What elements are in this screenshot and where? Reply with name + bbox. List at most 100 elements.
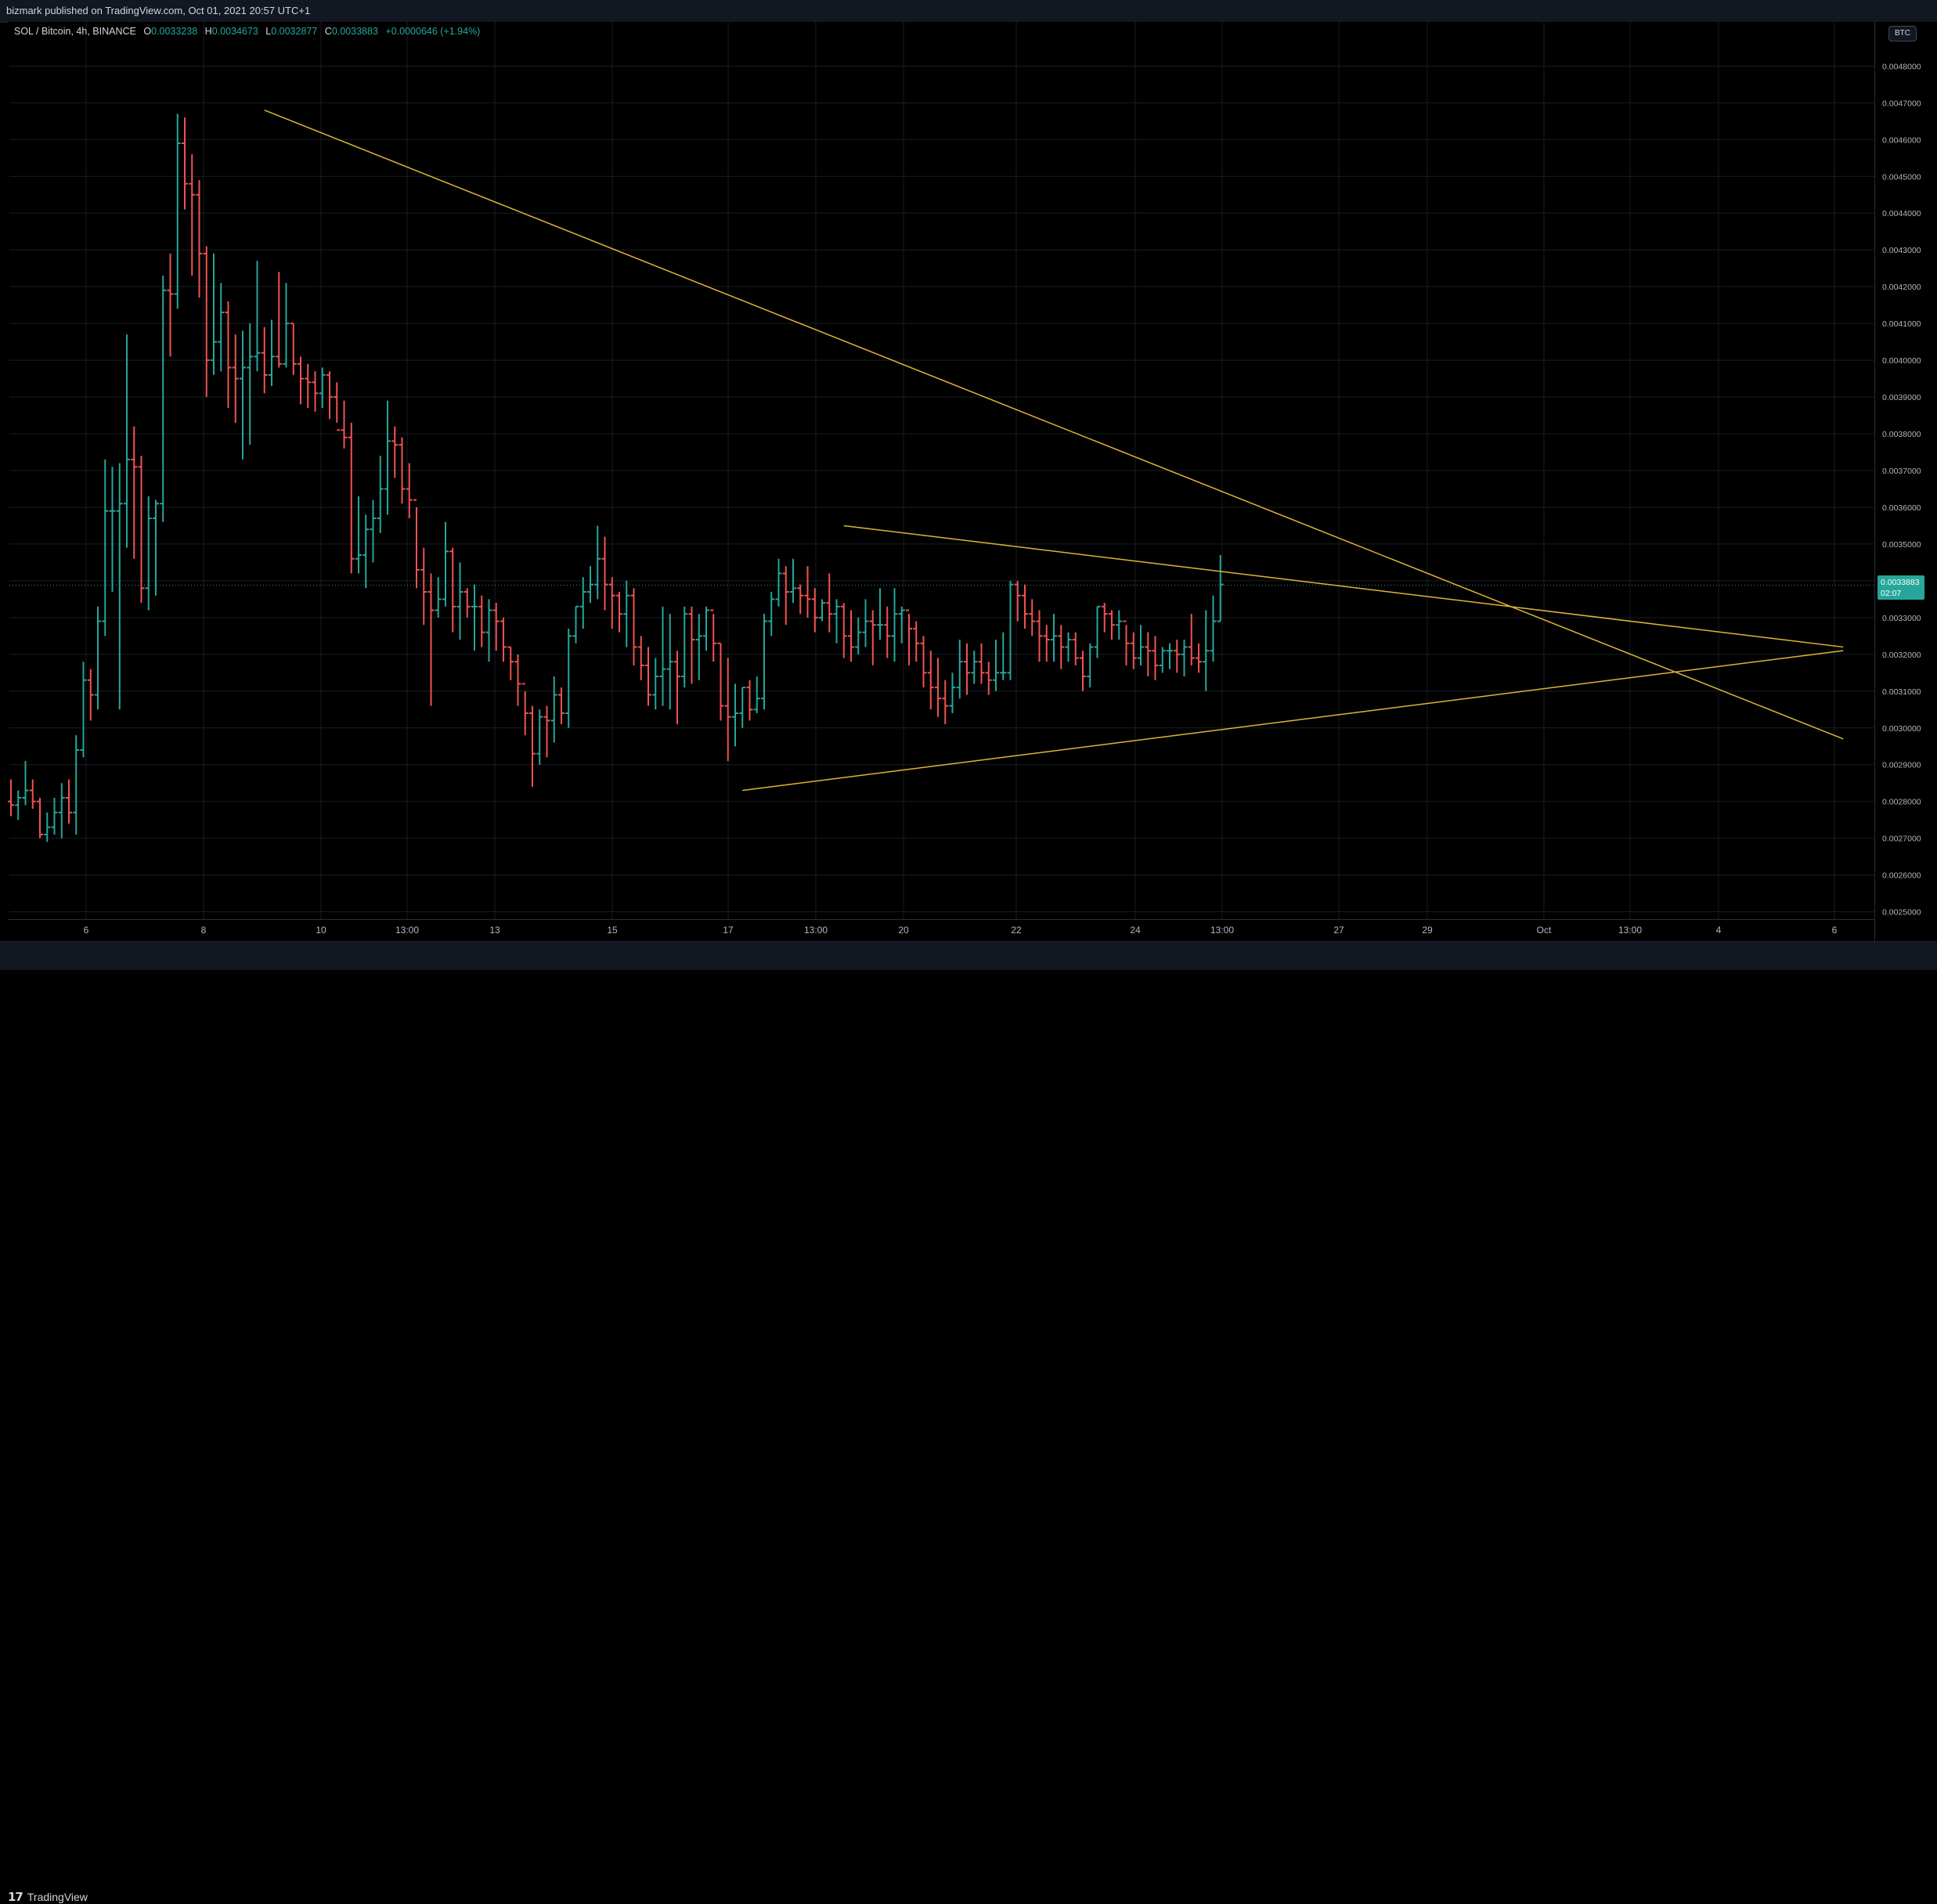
ohlc-bar <box>478 595 485 647</box>
ohlc-bar <box>420 547 427 626</box>
ohlc-bar <box>1210 595 1217 662</box>
ohlc-bar <box>370 499 377 563</box>
ohlc-bar <box>29 779 36 810</box>
ohlc-bar <box>131 426 138 559</box>
ohlc-bar <box>543 705 550 758</box>
ohlc-bar <box>254 261 261 372</box>
ohlc-bar <box>927 651 934 710</box>
ohlc-bar <box>521 683 528 736</box>
tradingview-mark-icon: 𝟭𝟳 <box>8 1891 23 1904</box>
ohlc-bar <box>869 610 876 665</box>
ohlc-bar <box>355 496 362 574</box>
ohlc-bar <box>695 614 702 680</box>
ohlc-bar <box>182 117 188 210</box>
legend-open-value: 0.0033238 <box>151 26 198 37</box>
price-tick-label: 0.0041000 <box>1882 319 1921 329</box>
ohlc-bar <box>920 636 927 688</box>
ohlc-bar <box>536 709 543 765</box>
ohlc-bar <box>797 584 804 615</box>
ohlc-bar <box>341 400 348 449</box>
ohlc-bar <box>189 154 196 276</box>
ohlc-bar <box>688 606 695 684</box>
ohlc-bar <box>95 606 101 710</box>
price-tick-label: 0.0040000 <box>1882 356 1921 366</box>
ohlc-bar <box>710 609 717 662</box>
tradingview-brand: TradingView <box>27 1891 88 1903</box>
ohlc-bar <box>884 606 891 658</box>
ohlc-bar <box>1022 584 1028 629</box>
ohlc-bar <box>1196 643 1202 673</box>
ohlc-bar <box>666 614 673 710</box>
ohlc-bar <box>1167 643 1173 669</box>
ohlc-bar <box>1072 632 1079 665</box>
trendline <box>843 525 1844 648</box>
ohlc-bar <box>312 371 319 412</box>
ohlc-bar <box>160 276 167 522</box>
ohlc-bar <box>1152 636 1159 680</box>
chart-pane[interactable] <box>8 22 1874 941</box>
ohlc-bar <box>276 272 283 368</box>
ohlc-bar <box>782 566 789 626</box>
ohlc-bar <box>949 673 956 713</box>
ohlc-bar <box>384 400 391 515</box>
time-tick-label: 13:00 <box>395 925 419 936</box>
price-tick-label: 0.0027000 <box>1882 835 1921 844</box>
ohlc-bar <box>211 253 217 375</box>
ohlc-bar <box>659 606 666 706</box>
time-axis-labels: 6 8 10 13:00 13 15 17 13:00 20 22 24 13:00 27 29 Oct 13… <box>84 925 1838 936</box>
ohlc-bar <box>935 658 941 717</box>
ohlc-bar <box>44 812 51 842</box>
time-tick-label: 8 <box>201 925 207 936</box>
price-tick-label: 0.0025000 <box>1882 908 1921 918</box>
currency-badge[interactable]: BTC <box>1888 26 1917 41</box>
grid-lines <box>9 22 1874 919</box>
ohlc-bar <box>630 588 637 665</box>
ohlc-bar <box>500 617 507 662</box>
ohlc-bar <box>464 588 471 618</box>
price-tick-label: 0.0031000 <box>1882 687 1921 697</box>
legend-symbol: SOL / Bitcoin, 4h, BINANCE <box>14 26 136 37</box>
ohlc-bar <box>167 253 174 357</box>
ohlc-bar <box>579 577 586 629</box>
ohlc-bar <box>572 605 579 644</box>
time-tick-label: 24 <box>1130 925 1141 936</box>
ohlc-bar <box>1145 632 1152 677</box>
ohlc-bar <box>804 566 811 618</box>
ohlc-bar <box>507 646 514 680</box>
ohlc-bar <box>413 499 420 589</box>
ohlc-bar <box>898 606 905 644</box>
ohlc-bar <box>37 798 43 838</box>
time-tick-label: 13:00 <box>1618 925 1642 936</box>
ohlc-bar <box>247 323 254 445</box>
ohlc-chart[interactable]: 0.0025000 0.0026000 0.0027000 0.0028000 0.00… <box>0 0 1937 969</box>
ohlc-bar <box>1217 555 1224 622</box>
ohlc-bar <box>485 599 492 662</box>
ohlc-bar <box>956 640 963 699</box>
ohlc-bar <box>1065 632 1072 662</box>
time-tick-label: 29 <box>1422 925 1433 936</box>
ohlc-bar <box>283 283 290 368</box>
ohlc-bar <box>124 334 130 548</box>
ohlc-bar <box>529 705 536 787</box>
ohlc-bar <box>978 643 985 684</box>
ohlc-bar <box>1116 610 1123 640</box>
tradingview-logo[interactable]: 𝟭𝟳 TradingView <box>8 1890 88 1904</box>
price-axis[interactable] <box>1874 22 1937 941</box>
ohlc-bar <box>1014 580 1021 622</box>
footer-bar: 𝟭𝟳 TradingView <box>0 941 1937 1904</box>
ohlc-bar <box>269 319 275 386</box>
price-tick-label: 0.0042000 <box>1882 283 1921 292</box>
current-price-value: 0.0033883 <box>1881 578 1920 587</box>
price-tick-label: 0.0044000 <box>1882 209 1921 218</box>
legend-change: +0.0000646 (+1.94%) <box>385 26 481 37</box>
price-tick-label: 0.0036000 <box>1882 503 1921 513</box>
ohlc-bar <box>608 577 615 629</box>
legend-open-label: O <box>143 26 152 37</box>
time-tick-label: 22 <box>1011 925 1022 936</box>
ohlc-bar <box>775 558 782 607</box>
ohlc-bar <box>848 610 854 662</box>
time-axis[interactable] <box>8 919 1874 942</box>
ohlc-bar <box>87 669 94 721</box>
ohlc-bar <box>1174 640 1181 673</box>
ohlc-bar <box>58 783 65 838</box>
